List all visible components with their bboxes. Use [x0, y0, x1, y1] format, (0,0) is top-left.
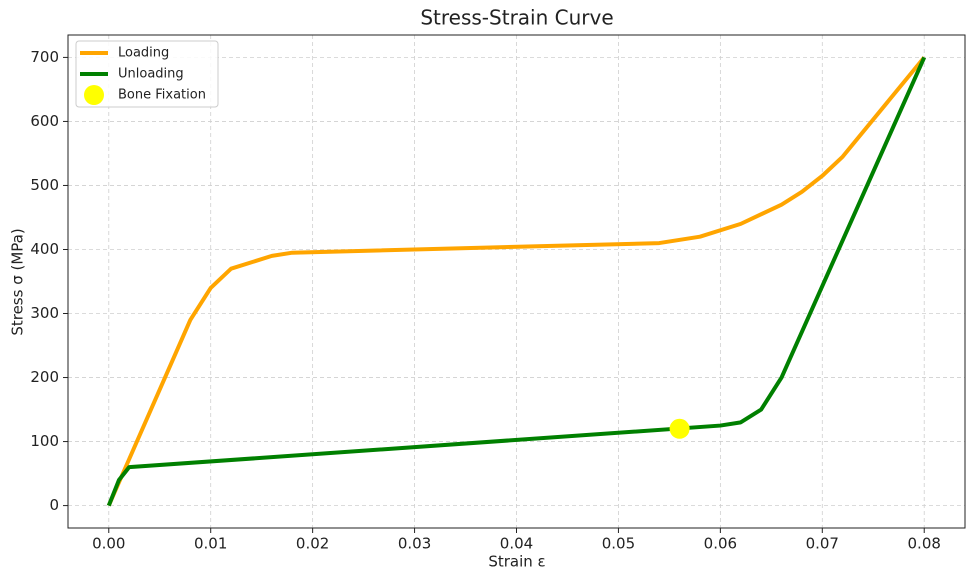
line	[106, 56, 926, 507]
y-tick-label: 0	[49, 496, 59, 514]
line	[106, 56, 927, 507]
x-tick-label: 0.06	[704, 535, 737, 553]
y-tick-label: 400	[30, 240, 59, 258]
legend-marker	[84, 85, 104, 105]
x-tick-label: 0.00	[92, 535, 125, 553]
plot-frame	[67, 34, 966, 529]
x-axis-label: Strain ε	[488, 553, 545, 571]
legend-label: Loading	[118, 46, 169, 61]
chart-title: Stress-Strain Curve	[420, 6, 613, 30]
x-tick-label: 0.03	[398, 535, 431, 553]
point	[669, 418, 690, 439]
y-tick-label: 700	[30, 48, 59, 66]
y-tick-label: 600	[30, 112, 59, 130]
legend-label: Bone Fixation	[118, 88, 206, 103]
x-tick-label: 0.07	[806, 535, 839, 553]
legend-box	[75, 40, 219, 108]
legend-label: Unloading	[118, 67, 184, 82]
y-tick-label: 100	[30, 432, 59, 450]
y-axis-label: Stress σ (MPa)	[9, 228, 27, 335]
y-tick-label: 500	[30, 176, 59, 194]
x-tick-label: 0.02	[296, 535, 329, 553]
y-tick-label: 200	[30, 368, 59, 386]
x-tick-label: 0.05	[602, 535, 635, 553]
x-tick-label: 0.01	[194, 535, 227, 553]
x-tick-label: 0.04	[500, 535, 533, 553]
y-tick-label: 300	[30, 304, 59, 322]
x-tick-label: 0.08	[908, 535, 941, 553]
